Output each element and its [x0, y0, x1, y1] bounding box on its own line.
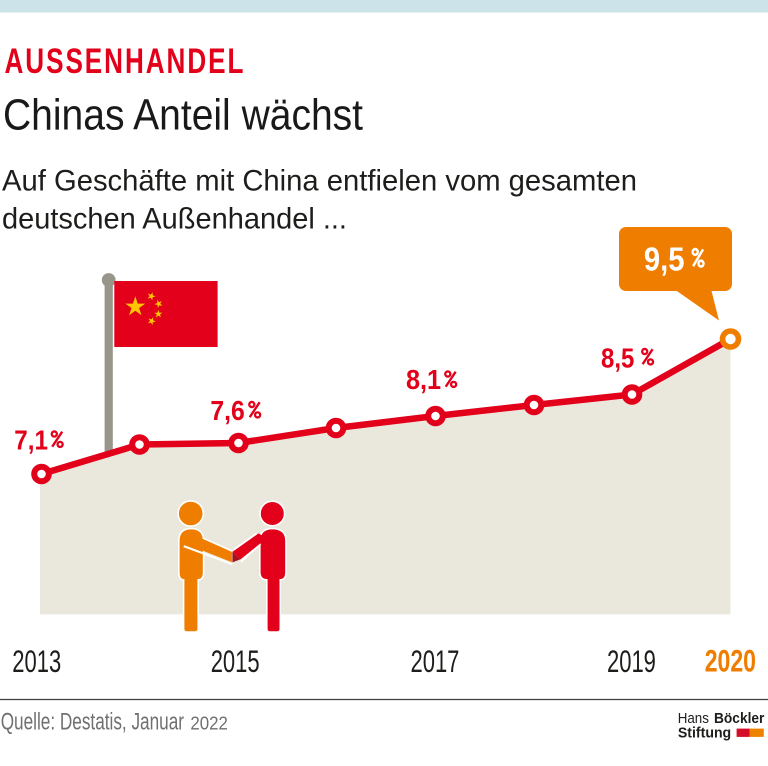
- svg-text:Böckler: Böckler: [714, 710, 765, 727]
- svg-text:8,5: 8,5: [601, 342, 634, 373]
- svg-text:7,1: 7,1: [14, 424, 48, 455]
- svg-text:2020: 2020: [705, 644, 756, 679]
- svg-text:9,5: 9,5: [644, 240, 685, 277]
- svg-text:8,1: 8,1: [406, 364, 441, 395]
- svg-text:2013: 2013: [12, 644, 61, 679]
- svg-text:Hans: Hans: [678, 710, 709, 727]
- svg-text:AUSSENHANDEL: AUSSENHANDEL: [5, 42, 246, 82]
- svg-text:2022: 2022: [190, 712, 228, 733]
- svg-text:2019: 2019: [607, 644, 656, 679]
- svg-text:Auf Geschäfte mit China entfie: Auf Geschäfte mit China entfielen vom ge…: [2, 165, 637, 198]
- svg-text:2015: 2015: [211, 644, 260, 679]
- svg-text:Chinas Anteil wächst: Chinas Anteil wächst: [3, 91, 363, 140]
- svg-text:Stiftung: Stiftung: [678, 724, 731, 741]
- svg-text:2017: 2017: [411, 644, 460, 679]
- svg-text:Quelle: Destatis, Januar: Quelle: Destatis, Januar: [1, 708, 184, 735]
- svg-text:deutschen Außenhandel ...: deutschen Außenhandel ...: [2, 203, 347, 236]
- svg-text:7,6: 7,6: [210, 395, 244, 426]
